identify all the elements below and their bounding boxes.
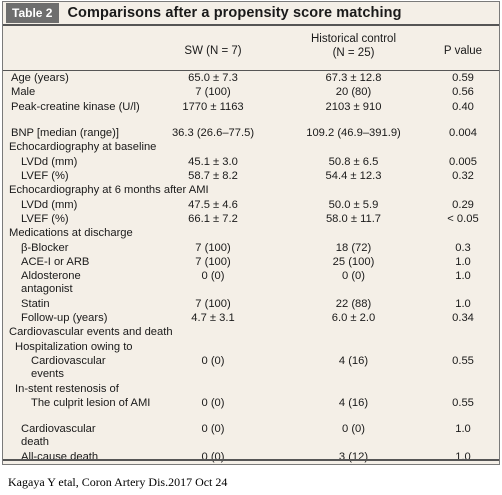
table-number: Table 2 xyxy=(6,3,60,23)
row-label: LVDd (mm) xyxy=(21,199,78,211)
p-value: 0.29 xyxy=(452,199,474,211)
hc-value: 109.2 (46.9–391.9) xyxy=(306,127,401,139)
hc-value: 0 (0) xyxy=(341,423,365,435)
sw-value: 1770 ± 1163 xyxy=(182,101,244,113)
p-value: 1.0 xyxy=(455,298,471,310)
section-label: Echocardiography at baseline xyxy=(9,141,157,153)
sw-value: 4.7 ± 3.1 xyxy=(191,312,235,324)
p-value: 0.004 xyxy=(449,127,477,139)
hc-value: 2103 ± 910 xyxy=(325,101,382,113)
p-value: 1.0 xyxy=(455,423,471,435)
sw-value: 65.0 ± 7.3 xyxy=(188,72,238,84)
row-label: Cardiovascular death xyxy=(21,423,96,448)
source-caption: Kagaya Y etal, Coron Artery Dis.2017 Oct… xyxy=(8,475,228,489)
header-p-value: P value xyxy=(443,45,483,57)
p-value: 0.005 xyxy=(449,156,477,168)
p-value: < 0.05 xyxy=(447,213,479,225)
table-title: Comparisons after a propensity score mat… xyxy=(67,5,402,21)
table-header: SW (N = 7) Historical control (N = 25) P… xyxy=(3,26,499,71)
hc-value: 58.0 ± 11.7 xyxy=(325,213,382,225)
row-label: The culprit lesion of AMI xyxy=(31,397,151,409)
header-historical-control: Historical control xyxy=(311,33,396,45)
hc-value: 20 (80) xyxy=(335,86,372,98)
hc-value: 3 (12) xyxy=(338,451,369,463)
row-label: Male xyxy=(11,86,36,98)
hc-value: 22 (88) xyxy=(335,298,372,310)
hc-value: 50.0 ± 5.9 xyxy=(328,199,379,211)
table-title-bar: Table 2 Comparisons after a propensity s… xyxy=(3,2,499,26)
header-sw: SW (N = 7) xyxy=(184,45,242,57)
subsection-label: Hospitalization owing to xyxy=(15,341,133,353)
sw-value: 36.3 (26.6–77.5) xyxy=(171,127,255,139)
row-label: Cardiovascular events xyxy=(31,355,106,380)
p-value: 0.32 xyxy=(452,170,474,182)
section-label: Cardiovascular events and death xyxy=(9,326,173,338)
row-label: LVEF (%) xyxy=(21,170,69,182)
sw-value: 0 (0) xyxy=(201,355,225,367)
sw-value: 7 (100) xyxy=(195,298,231,310)
sw-value: 0 (0) xyxy=(201,451,225,463)
row-label: LVEF (%) xyxy=(21,213,69,225)
row-label: Aldosterone antagonist xyxy=(21,270,81,295)
header-historical-control-n: (N = 25) xyxy=(332,47,375,59)
p-value: 1.0 xyxy=(455,270,471,282)
hc-value: 25 (100) xyxy=(332,256,375,268)
p-value: 0.34 xyxy=(452,312,474,324)
section-label: Medications at discharge xyxy=(9,227,133,239)
sw-value: 58.7 ± 8.2 xyxy=(188,170,238,182)
hc-value: 18 (72) xyxy=(335,242,372,254)
hc-value: 67.3 ± 12.8 xyxy=(325,72,382,84)
hc-value: 4 (16) xyxy=(338,355,369,367)
sw-value: 47.5 ± 4.6 xyxy=(188,199,238,211)
section-label: Echocardiography at 6 months after AMI xyxy=(9,184,209,196)
sw-value: 66.1 ± 7.2 xyxy=(188,213,238,225)
p-value: 1.0 xyxy=(455,451,471,463)
row-label: Age (years) xyxy=(11,72,69,84)
p-value: 0.59 xyxy=(452,72,474,84)
sw-value: 0 (0) xyxy=(201,397,225,409)
hc-value: 54.4 ± 12.3 xyxy=(325,170,382,182)
p-value: 0.55 xyxy=(452,397,474,409)
row-label: Follow-up (years) xyxy=(21,312,108,324)
subsection-label: In-stent restenosis of xyxy=(15,383,119,395)
row-label: β-Blocker xyxy=(21,242,69,254)
p-value: 0.55 xyxy=(452,355,474,367)
hc-value: 0 (0) xyxy=(341,270,365,282)
row-label: Statin xyxy=(21,298,50,310)
p-value: 0.3 xyxy=(455,242,471,254)
row-label: LVDd (mm) xyxy=(21,156,78,168)
p-value: 0.56 xyxy=(452,86,474,98)
row-label: BNP [median (range)] xyxy=(11,127,119,139)
sw-value: 7 (100) xyxy=(195,86,231,98)
p-value: 1.0 xyxy=(455,256,471,268)
sw-value: 0 (0) xyxy=(201,423,225,435)
sw-value: 7 (100) xyxy=(195,242,231,254)
hc-value: 6.0 ± 2.0 xyxy=(331,312,376,324)
hc-value: 50.8 ± 6.5 xyxy=(328,156,379,168)
p-value: 0.40 xyxy=(452,101,474,113)
sw-value: 0 (0) xyxy=(201,270,225,282)
row-label: Peak-creatine kinase (U/l) xyxy=(11,101,140,113)
row-label: ACE-I or ARB xyxy=(21,256,90,268)
table-bottom-rule xyxy=(3,459,499,461)
table-frame: Table 2 Comparisons after a propensity s… xyxy=(2,1,500,465)
hc-value: 4 (16) xyxy=(338,397,369,409)
sw-value: 45.1 ± 3.0 xyxy=(188,156,238,168)
sw-value: 7 (100) xyxy=(195,256,231,268)
